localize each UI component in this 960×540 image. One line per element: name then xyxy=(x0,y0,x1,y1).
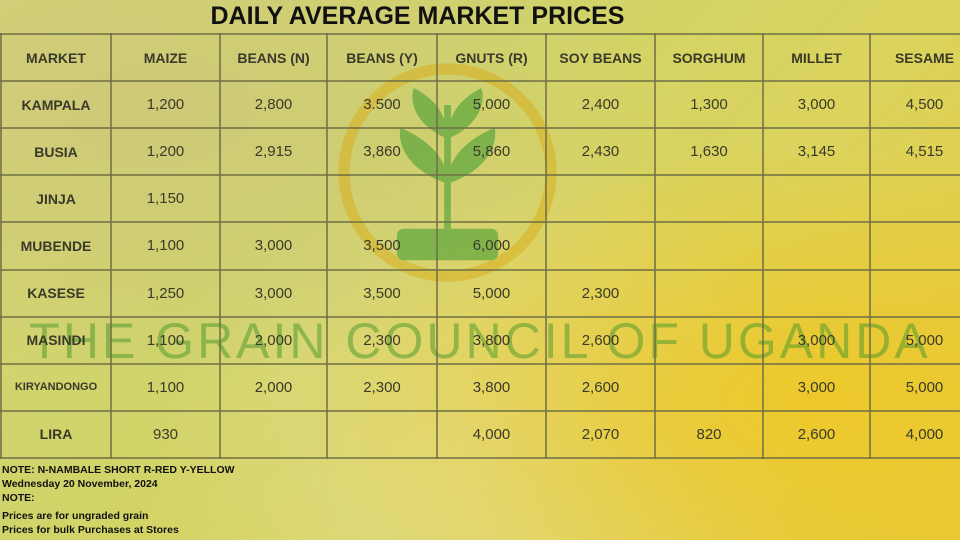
header-cell: MAIZE xyxy=(110,32,221,83)
price-cell: 3,800 xyxy=(436,362,547,412)
price-cell: 820 xyxy=(654,409,764,460)
empty-cell xyxy=(545,221,656,271)
empty-cell xyxy=(654,174,764,224)
table-row: KIRYANDONGO 1,100 2,000 2,300 3,800 2,600 3,00… xyxy=(0,362,960,412)
price-cell: 2,600 xyxy=(762,409,871,460)
empty-cell xyxy=(762,268,871,318)
table-row: KASESE 1,250 3,000 3,500 5,000 2,300 xyxy=(0,268,960,318)
empty-cell xyxy=(326,409,438,460)
header-cell: SOY BEANS xyxy=(545,32,656,83)
price-cell: 2,300 xyxy=(326,315,438,365)
price-cell: 1,200 xyxy=(110,80,221,130)
empty-cell xyxy=(762,221,871,271)
header-row: MARKET MAIZE BEANS (N) BEANS (Y) GNUTS (R) SO… xyxy=(0,32,960,83)
price-cell: 1,200 xyxy=(110,127,221,177)
table-row: BUSIA 1,200 2,915 3,860 5,860 2,430 1,630 3,145… xyxy=(0,127,960,177)
empty-cell xyxy=(436,174,547,224)
price-cell: 5,000 xyxy=(869,362,960,412)
empty-cell xyxy=(869,174,960,224)
empty-cell xyxy=(219,174,328,224)
price-cell: 1,300 xyxy=(654,80,764,130)
price-cell: 3,000 xyxy=(762,80,871,130)
market-name: KASESE xyxy=(0,268,112,318)
price-cell: 6,000 xyxy=(436,221,547,271)
market-name: KAMPALA xyxy=(0,80,112,130)
note-line: Wednesday 20 November, 2024 xyxy=(2,478,158,490)
header-cell: MILLET xyxy=(762,32,871,83)
market-name: MASINDI xyxy=(0,315,112,365)
table-row: JINJA 1,150 xyxy=(0,174,960,224)
price-cell: 2,600 xyxy=(545,362,656,412)
price-cell: 1,100 xyxy=(110,362,221,412)
price-cell: 5,000 xyxy=(436,268,547,318)
price-cell: 3,860 xyxy=(326,127,438,177)
title: DAILY AVERAGE MARKET PRICES xyxy=(210,2,625,30)
price-cell: 3,500 xyxy=(326,221,438,271)
price-cell: 3,800 xyxy=(436,315,547,365)
price-cell: 930 xyxy=(110,409,221,460)
price-cell: 2,600 xyxy=(545,315,656,365)
header-cell: GNUTS (R) xyxy=(436,32,547,83)
header-cell: SORGHUM xyxy=(654,32,764,83)
empty-cell xyxy=(762,174,871,224)
price-cell: 5,000 xyxy=(869,315,960,365)
note-line: Prices are for ungraded grain xyxy=(2,510,149,522)
price-cell: 3,000 xyxy=(219,221,328,271)
header-cell: SESAME xyxy=(869,32,960,83)
empty-cell xyxy=(326,174,438,224)
empty-cell xyxy=(654,268,764,318)
price-cell: 3,145 xyxy=(762,127,871,177)
price-cell: 3.500 xyxy=(326,80,438,130)
empty-cell xyxy=(219,409,328,460)
table-row: LIRA 930 4,000 2,070 820 2,600 4,000 xyxy=(0,409,960,460)
note-line: Prices for bulk Purchases at Stores xyxy=(2,524,179,536)
header-cell: BEANS (Y) xyxy=(326,32,438,83)
price-cell: 5,000 xyxy=(436,80,547,130)
price-cell: 2,430 xyxy=(545,127,656,177)
header-cell: BEANS (N) xyxy=(219,32,328,83)
price-cell: 2,400 xyxy=(545,80,656,130)
price-table: MARKET MAIZE BEANS (N) BEANS (Y) GNUTS (R) SO… xyxy=(0,32,960,460)
header-cell: MARKET xyxy=(0,32,112,83)
price-cell: 3,000 xyxy=(762,315,871,365)
price-cell: 2,300 xyxy=(326,362,438,412)
price-cell: 4,500 xyxy=(869,80,960,130)
market-name: KIRYANDONGO xyxy=(0,362,112,412)
table-row: MASINDI 1,100 2,000 2,300 3,800 2,600 3,000 5,0… xyxy=(0,315,960,365)
price-cell: 4,000 xyxy=(436,409,547,460)
price-cell: 3,000 xyxy=(762,362,871,412)
note-line: NOTE: xyxy=(2,492,35,504)
price-cell: 2,070 xyxy=(545,409,656,460)
empty-cell xyxy=(869,268,960,318)
empty-cell xyxy=(869,221,960,271)
empty-cell xyxy=(654,362,764,412)
price-cell: 2,800 xyxy=(219,80,328,130)
market-name: BUSIA xyxy=(0,127,112,177)
price-cell: 3,500 xyxy=(326,268,438,318)
price-cell: 1,150 xyxy=(110,174,221,224)
price-cell: 5,860 xyxy=(436,127,547,177)
price-cell: 4,515 xyxy=(869,127,960,177)
empty-cell xyxy=(654,221,764,271)
price-cell: 2,000 xyxy=(219,315,328,365)
market-name: LIRA xyxy=(0,409,112,460)
market-name: MUBENDE xyxy=(0,221,112,271)
empty-cell xyxy=(545,174,656,224)
price-cell: 1,250 xyxy=(110,268,221,318)
price-cell: 2,000 xyxy=(219,362,328,412)
table-row: KAMPALA 1,200 2,800 3.500 5,000 2,400 1,300 3,0… xyxy=(0,80,960,130)
price-cell: 4,000 xyxy=(869,409,960,460)
price-cell: 2,915 xyxy=(219,127,328,177)
market-name: JINJA xyxy=(0,174,112,224)
price-cell: 1,100 xyxy=(110,315,221,365)
price-cell: 1,100 xyxy=(110,221,221,271)
empty-cell xyxy=(654,315,764,365)
note-line: NOTE: N-NAMBALE SHORT R-RED Y-YELLOW xyxy=(2,464,235,476)
notes: NOTE: N-NAMBALE SHORT R-RED Y-YELLOW Wedn… xyxy=(2,463,235,537)
price-cell: 1,630 xyxy=(654,127,764,177)
price-cell: 3,000 xyxy=(219,268,328,318)
table-row: MUBENDE 1,100 3,000 3,500 6,000 xyxy=(0,221,960,271)
price-cell: 2,300 xyxy=(545,268,656,318)
